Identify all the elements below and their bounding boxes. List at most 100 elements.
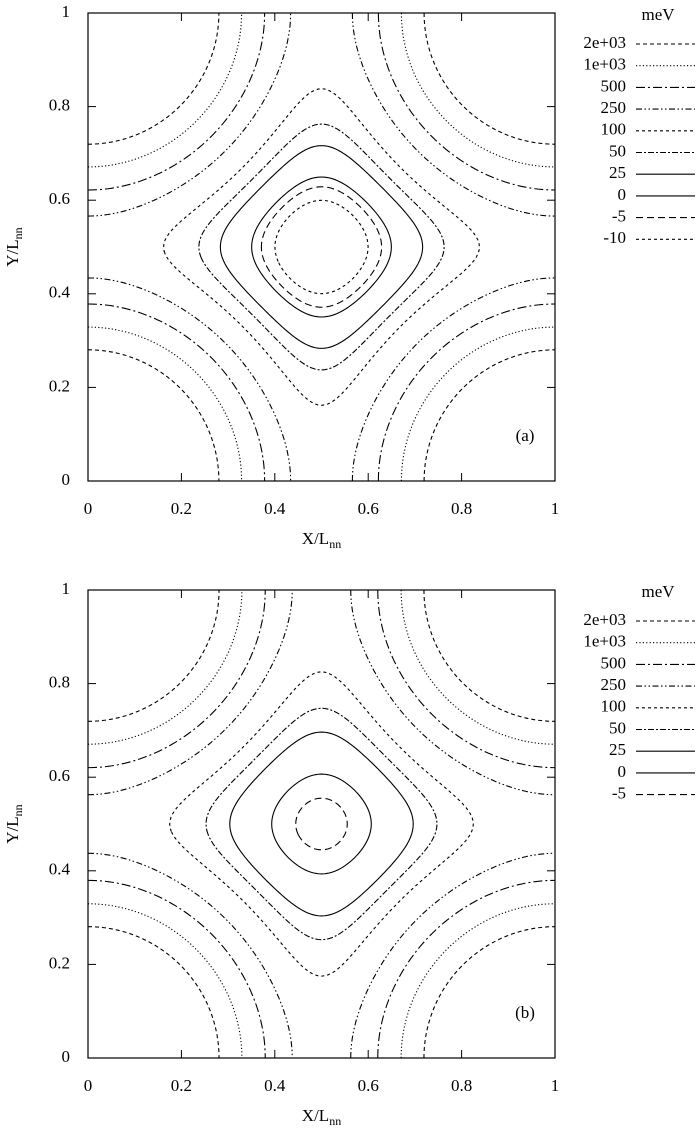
legend-label: 500 <box>601 653 627 672</box>
x-tick-label: 0.6 <box>358 499 379 518</box>
plot-frame <box>87 12 556 482</box>
plot-frame <box>87 589 556 1059</box>
contour-line <box>271 773 372 875</box>
legend-label: 250 <box>601 98 627 117</box>
legend-label: 25 <box>609 163 626 182</box>
contour-line <box>377 12 556 191</box>
legend-label: 0 <box>618 185 627 204</box>
legend-label: 25 <box>609 740 626 759</box>
contour-line <box>351 12 556 217</box>
legend-label: 500 <box>601 76 627 95</box>
contour-line <box>87 589 243 745</box>
x-tick-label: 0.4 <box>264 499 286 518</box>
x-tick-label: 0.2 <box>171 1076 192 1095</box>
contour-line <box>169 671 474 977</box>
y-axis-label-sub: nn <box>11 227 25 239</box>
y-tick-label: 0.8 <box>49 96 70 115</box>
y-tick-label: 0 <box>62 1047 71 1066</box>
y-axis-label: Y/Lnn <box>3 227 25 266</box>
x-tick-label: 0.4 <box>264 1076 286 1095</box>
x-axis-label-sub: nn <box>329 1114 341 1128</box>
x-tick-label: 0.8 <box>451 1076 472 1095</box>
legend-label: 0 <box>618 762 627 781</box>
legend-title: meV <box>641 582 675 601</box>
contour-line <box>251 176 392 318</box>
legend-label: 1e+03 <box>583 55 626 74</box>
legend-label: 2e+03 <box>583 33 626 52</box>
contour-line <box>229 731 414 917</box>
contour-line <box>87 589 293 796</box>
legend-label: 100 <box>601 120 627 139</box>
y-tick-label: 0.2 <box>49 376 70 395</box>
legend-label: 50 <box>609 141 626 160</box>
legend-label: 250 <box>601 675 627 694</box>
panel-label: (b) <box>515 1003 535 1022</box>
panel-label: (a) <box>516 426 535 445</box>
x-tick-label: 1 <box>551 1076 560 1095</box>
contour-line <box>274 199 369 295</box>
contour-line <box>87 852 293 1059</box>
contour-line <box>295 797 348 851</box>
contour-line <box>87 349 220 482</box>
contour-line <box>87 879 266 1059</box>
contour-line <box>205 707 438 941</box>
y-axis-label-sub: nn <box>11 804 25 816</box>
y-axis-label-main: Y/L <box>3 239 22 266</box>
contour-line <box>423 12 556 145</box>
x-tick-label: 0.6 <box>358 1076 379 1095</box>
x-tick-label: 0 <box>84 499 93 518</box>
contour-line <box>198 123 445 371</box>
contour-line <box>350 589 556 796</box>
legend-label: 1e+03 <box>583 632 626 651</box>
contour-line <box>87 303 266 482</box>
legend-label: -5 <box>612 207 626 226</box>
legend-label: -5 <box>612 784 626 803</box>
contour-line <box>260 186 383 308</box>
x-tick-label: 0 <box>84 1076 93 1095</box>
x-tick-label: 0.8 <box>451 499 472 518</box>
x-axis-label: X/Lnn <box>302 529 341 551</box>
y-axis-label-main: Y/L <box>3 816 22 843</box>
contour-line <box>87 326 243 482</box>
contour-line <box>87 926 220 1059</box>
contour-line <box>87 12 243 168</box>
contour-line <box>350 852 556 1059</box>
contour-line <box>423 589 556 722</box>
y-tick-label: 0.6 <box>49 766 70 785</box>
contour-line <box>351 277 556 482</box>
contour-line <box>400 903 556 1059</box>
y-tick-label: 0.2 <box>49 953 70 972</box>
x-axis-label-main: X/L <box>302 529 329 548</box>
contour-line <box>377 589 556 769</box>
y-tick-label: 0.8 <box>49 673 70 692</box>
contour-line <box>163 88 480 406</box>
contour-line <box>87 12 220 145</box>
legend-label: 2e+03 <box>583 610 626 629</box>
x-axis-label: X/Lnn <box>302 1106 341 1128</box>
contour-line <box>377 303 556 482</box>
contour-line <box>400 326 556 482</box>
contour-line <box>423 926 556 1059</box>
y-tick-label: 0 <box>62 470 71 489</box>
y-tick-label: 0.4 <box>49 860 71 879</box>
contour-line <box>87 12 266 191</box>
y-tick-label: 1 <box>62 579 71 598</box>
contour-line <box>87 12 292 217</box>
contour-line <box>87 589 266 769</box>
contour-line <box>87 277 292 482</box>
x-tick-label: 0.2 <box>171 499 192 518</box>
y-axis-label: Y/Lnn <box>3 804 25 843</box>
legend-label: 100 <box>601 697 627 716</box>
y-tick-label: 0.6 <box>49 189 70 208</box>
contour-line <box>87 903 243 1059</box>
contour-line <box>423 349 556 482</box>
contour-line <box>400 12 556 168</box>
y-tick-label: 1 <box>62 2 71 21</box>
legend-label: 50 <box>609 718 626 737</box>
legend-label: -10 <box>603 228 626 247</box>
contour-line <box>377 879 556 1059</box>
x-tick-label: 1 <box>551 499 560 518</box>
y-tick-label: 0.4 <box>49 283 71 302</box>
x-axis-label-sub: nn <box>329 537 341 551</box>
